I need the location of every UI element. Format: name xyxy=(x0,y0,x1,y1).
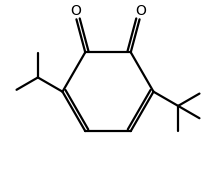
Text: O: O xyxy=(70,4,81,18)
Text: O: O xyxy=(135,4,146,18)
